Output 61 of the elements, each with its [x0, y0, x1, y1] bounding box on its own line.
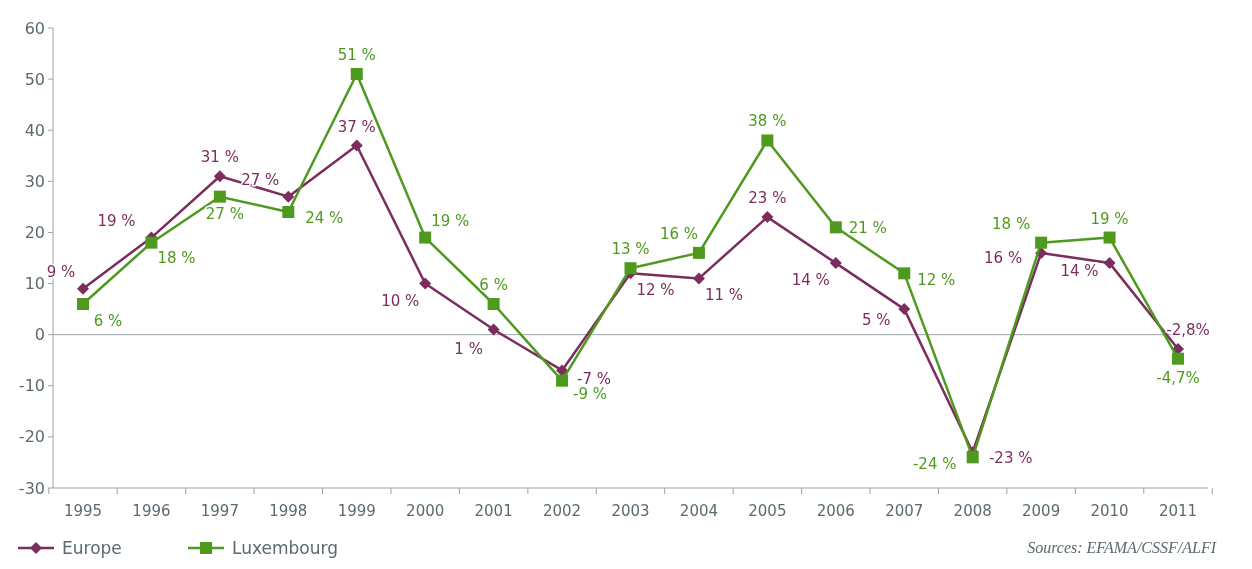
data-label: 1 % — [454, 339, 483, 358]
data-label: 13 % — [611, 240, 650, 259]
data-label: -23 % — [988, 449, 1033, 468]
x-tick-label: 2000 — [406, 502, 445, 520]
data-label: 12 % — [917, 270, 956, 289]
x-tick-label: 2005 — [748, 502, 787, 520]
data-label: 12 % — [636, 281, 675, 300]
data-label: 14 % — [791, 271, 830, 290]
x-tick-label: 2010 — [1090, 502, 1129, 520]
legend-label: Europe — [62, 537, 122, 558]
x-tick-label: 2008 — [953, 502, 992, 520]
data-label: 51 % — [337, 46, 376, 64]
data-label: 5 % — [861, 311, 891, 330]
data-label: 19 % — [97, 211, 136, 230]
y-tick-label: 10 — [24, 274, 45, 294]
data-label: -2,8% — [1166, 320, 1210, 339]
legend-label: Luxembourg — [232, 537, 338, 558]
y-tick-label: 0 — [34, 325, 45, 345]
data-label: 31 % — [200, 148, 239, 167]
y-tick-label: -30 — [18, 478, 45, 498]
source-note: Sources: EFAMA/CSSF/ALFI — [1027, 539, 1217, 556]
x-tick-label: 2007 — [885, 502, 924, 520]
data-label: 10 % — [381, 291, 420, 310]
data-label: 19 % — [1090, 209, 1129, 228]
data-label: 6 % — [479, 276, 508, 294]
data-label: 11 % — [704, 286, 743, 305]
x-tick-label: 1995 — [63, 502, 103, 520]
data-label: 37 % — [337, 117, 376, 136]
data-label: 24 % — [305, 209, 344, 228]
data-label: 27 % — [205, 204, 244, 223]
data-label: 23 % — [748, 189, 787, 208]
data-label: 18 % — [992, 214, 1031, 233]
y-tick-label: 60 — [24, 18, 45, 38]
data-label: -24 % — [912, 454, 957, 473]
x-tick-label: 2002 — [542, 502, 582, 520]
x-tick-label: 2003 — [611, 502, 650, 520]
y-tick-label: 30 — [24, 171, 45, 191]
data-label: 9 % — [46, 262, 76, 281]
data-label: 16 % — [659, 224, 698, 243]
x-tick-label: 2011 — [1158, 502, 1198, 520]
x-tick-label: 2001 — [474, 502, 513, 520]
data-label: 6 % — [93, 312, 123, 330]
x-tick-label: 2004 — [679, 502, 719, 520]
x-tick-label: 2009 — [1022, 502, 1061, 520]
y-tick-label: 40 — [24, 120, 45, 140]
y-tick-label: -10 — [18, 376, 45, 396]
data-label: 21 % — [848, 218, 887, 237]
data-label: 18 % — [157, 248, 196, 267]
y-tick-label: 50 — [24, 69, 45, 89]
data-label: -4,7% — [1156, 368, 1200, 387]
data-label: 19 % — [431, 211, 470, 230]
x-tick-label: 1996 — [132, 502, 171, 520]
data-label: 16 % — [984, 249, 1023, 268]
data-label: 38 % — [748, 112, 787, 131]
x-tick-label: 1999 — [337, 502, 376, 520]
x-tick-label: 1998 — [269, 502, 308, 520]
x-tick-label: 2006 — [816, 502, 855, 520]
y-tick-label: -20 — [18, 427, 45, 447]
data-label: 14 % — [1060, 262, 1099, 281]
y-tick-label: 20 — [24, 223, 45, 243]
x-tick-label: 1997 — [200, 502, 239, 520]
